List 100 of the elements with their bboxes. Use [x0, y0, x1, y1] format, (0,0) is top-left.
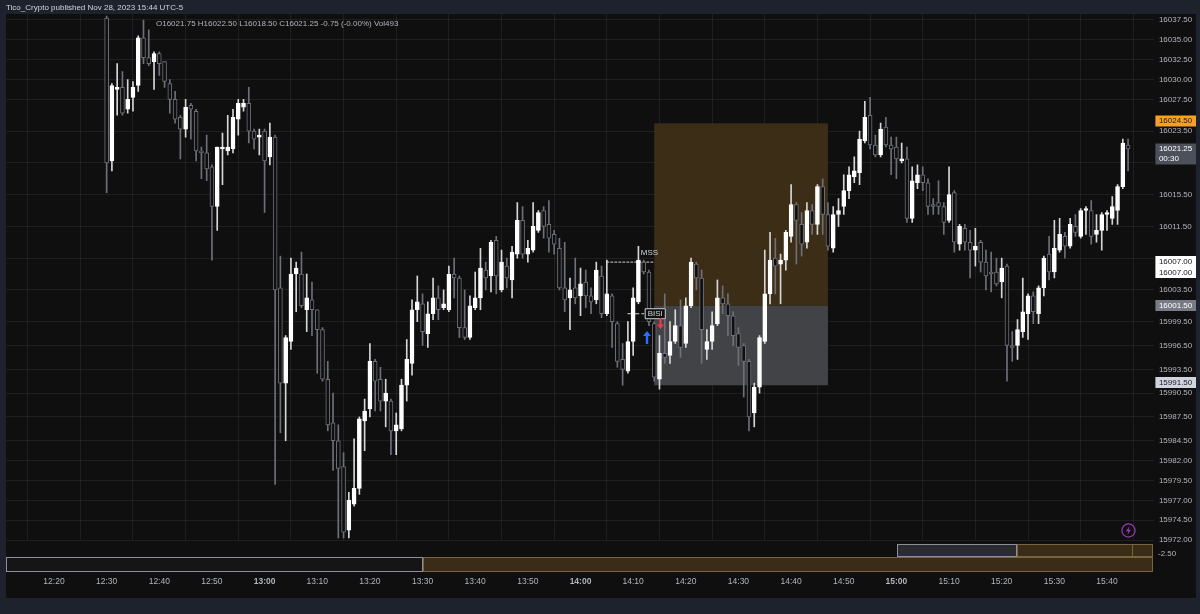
candlestick	[978, 239, 983, 273]
text: -2.50	[1158, 549, 1177, 559]
candlestick	[183, 99, 188, 138]
y-tick-label: 16003.50	[1158, 285, 1193, 295]
candlestick	[520, 206, 525, 259]
candlestick	[620, 343, 625, 386]
x-tick-label: 12:50	[201, 576, 223, 587]
text: 16021.25 00:30	[1158, 144, 1193, 164]
candlestick	[1078, 208, 1084, 239]
candlestick	[815, 184, 820, 235]
candlestick	[715, 279, 720, 326]
candlestick	[562, 241, 568, 313]
candlestick	[1073, 214, 1078, 237]
candlestick	[436, 285, 441, 321]
candlestick	[678, 299, 683, 358]
y-tick-label: 15974.50	[1158, 515, 1193, 525]
x-tick-label: 14:30	[727, 576, 750, 587]
y-tick-label: 16015.50	[1158, 189, 1193, 199]
y-tick-label: 16011.50	[1158, 221, 1193, 231]
text: 16007.00	[1158, 256, 1193, 266]
candlestick	[557, 237, 562, 291]
candlestick	[572, 257, 578, 305]
x-tick-label: 14:20	[675, 576, 697, 587]
candlestick	[499, 249, 504, 293]
y-tick-label: 16030.00	[1158, 74, 1193, 84]
candlestick	[293, 261, 299, 313]
candlestick	[241, 99, 246, 112]
candlestick	[973, 228, 978, 267]
candlestick	[146, 29, 152, 66]
candlestick	[1009, 331, 1015, 362]
x-tick-label: 13:10	[306, 576, 329, 587]
candlestick	[873, 134, 878, 158]
candlestick	[478, 247, 483, 311]
x-tick-label: 14:40	[780, 576, 803, 587]
candlestick	[383, 378, 389, 428]
y-tick-label: 15972.00	[1158, 535, 1193, 545]
candlestick	[399, 378, 404, 432]
candlestick	[120, 71, 125, 116]
y-tick-label: 16035.00	[1158, 35, 1193, 45]
text: 16007.00	[1158, 267, 1193, 277]
candlestick	[857, 130, 862, 186]
candlestick	[536, 210, 541, 233]
y-tick-label: 15979.50	[1158, 475, 1193, 485]
text: Tico_Crypto published Nov 28, 2023 15:44 UTC-5	[6, 2, 184, 12]
candlestick	[420, 293, 425, 346]
candlestick	[1115, 184, 1120, 225]
series-label: MSS	[640, 248, 659, 258]
y-tick-label: 16037.50	[1158, 15, 1193, 25]
candlestick	[414, 275, 420, 322]
x-tick-label: 15:20	[991, 576, 1013, 587]
y-tick-label: 15987.50	[1158, 412, 1193, 422]
x-tick-label: 12:40	[148, 576, 171, 587]
candlestick	[357, 416, 362, 495]
text: 16024.50	[1158, 116, 1193, 126]
candlestick	[1104, 210, 1110, 231]
x-tick-label: 13:50	[517, 576, 539, 587]
candlestick	[1015, 319, 1020, 360]
candlestick	[1083, 206, 1089, 235]
candlestick	[1052, 220, 1057, 279]
candlestick	[641, 259, 647, 275]
y-tick-label: 16027.50	[1158, 94, 1193, 104]
candlestick	[304, 273, 310, 332]
candlestick	[162, 61, 167, 88]
candlestick	[878, 122, 883, 158]
candlestick	[799, 212, 804, 257]
x-tick-label: 12:20	[43, 576, 65, 587]
candlestick	[952, 190, 957, 253]
x-tick-label: 13:20	[359, 576, 381, 587]
y-tick-label: 16032.50	[1158, 54, 1193, 64]
candlestick	[694, 261, 699, 291]
candlestick	[378, 366, 383, 412]
text: 15991.50	[1158, 377, 1193, 387]
candlestick	[699, 269, 704, 364]
candlestick	[541, 206, 546, 239]
candlestick	[462, 289, 467, 340]
y-tick-label: 15990.50	[1158, 388, 1193, 398]
candlestick	[141, 19, 146, 64]
candlestick	[772, 237, 778, 295]
text: 16001.50	[1158, 300, 1193, 310]
candlestick	[1094, 214, 1099, 243]
candlestick	[794, 202, 799, 265]
candlestick	[299, 251, 304, 309]
candlestick	[599, 265, 604, 319]
candlestick	[936, 180, 941, 215]
x-tick-label: 15:00	[885, 576, 908, 587]
y-tick-label: 15982.00	[1158, 455, 1193, 465]
x-tick-label: 15:10	[938, 576, 960, 587]
y-tick-label: 15999.50	[1158, 316, 1193, 326]
candlestick	[994, 257, 999, 287]
x-tick-label: 13:30	[411, 576, 434, 587]
y-tick-label: 15996.50	[1158, 340, 1193, 350]
candlestick	[736, 327, 741, 366]
candlestick	[457, 275, 462, 338]
candlestick	[262, 128, 267, 213]
x-tick-label: 15:30	[1043, 576, 1066, 587]
candlestick	[1057, 218, 1062, 253]
candlestick	[894, 136, 899, 180]
candlestick	[957, 224, 962, 251]
candlestick	[657, 335, 662, 390]
candlestick	[757, 335, 762, 394]
